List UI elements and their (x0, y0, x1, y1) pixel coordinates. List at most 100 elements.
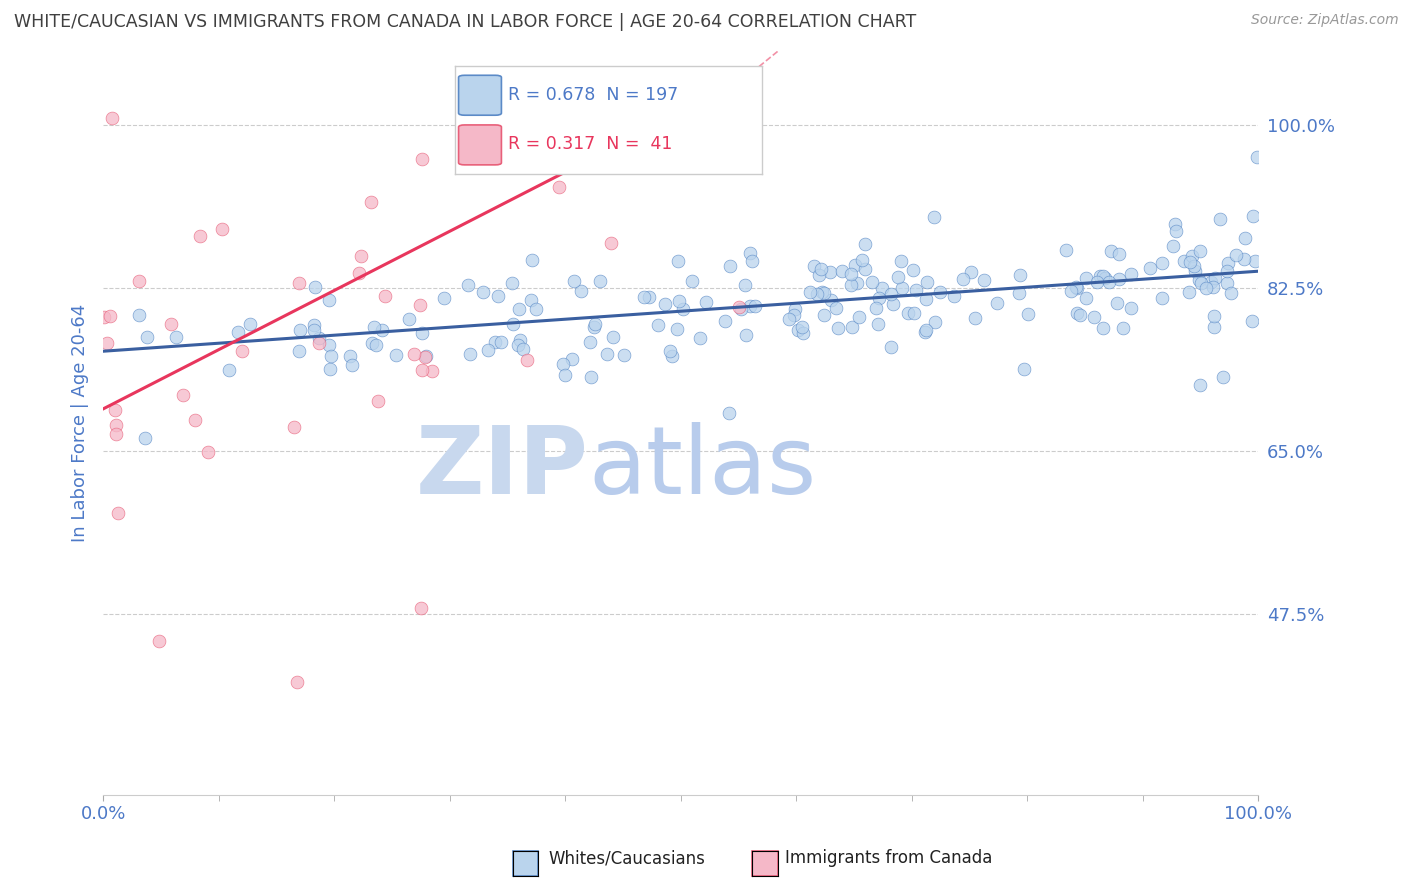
Point (385, 347, 408, 361)
Point (602, 330, 624, 344)
Point (1008, 286, 1031, 301)
Point (413, 350, 436, 364)
Point (882, 297, 904, 311)
Point (516, 353, 538, 368)
Point (824, 301, 846, 316)
Point (402, 347, 425, 361)
Point (512, 343, 534, 357)
Point (433, 291, 456, 305)
Point (860, 276, 883, 290)
Point (792, 326, 814, 341)
Point (1098, 275, 1121, 289)
Y-axis label: In Labor Force | Age 20-64: In Labor Force | Age 20-64 (72, 304, 89, 542)
Point (561, 352, 583, 367)
Point (1204, 271, 1226, 285)
Point (551, 357, 574, 371)
Point (727, 102, 749, 116)
Point (1094, 271, 1116, 285)
Point (1056, 243, 1078, 257)
Point (905, 284, 928, 298)
Point (524, 301, 547, 316)
Point (868, 291, 890, 305)
Point (1173, 254, 1195, 268)
Point (1064, 280, 1087, 294)
Point (1014, 362, 1036, 376)
Point (128, 274, 150, 288)
Point (318, 338, 340, 352)
Point (579, 335, 602, 350)
Point (813, 285, 835, 300)
Point (581, 370, 603, 384)
Point (679, 90, 702, 104)
Point (501, 277, 523, 291)
Point (973, 273, 995, 287)
Point (486, 289, 509, 303)
Point (714, 314, 737, 328)
Point (1090, 269, 1112, 284)
Text: ZIP: ZIP (416, 422, 588, 514)
Point (903, 263, 925, 277)
Point (813, 308, 835, 322)
Point (1244, 253, 1267, 268)
Point (319, 349, 342, 363)
Point (231, 344, 253, 359)
Point (1202, 320, 1225, 334)
Point (844, 258, 866, 272)
Point (1112, 320, 1135, 334)
Point (93, 310, 115, 324)
Point (1246, 149, 1268, 163)
Point (1216, 276, 1239, 290)
Point (803, 259, 825, 273)
Point (870, 281, 893, 295)
Point (363, 320, 385, 334)
Text: WHITE/CAUCASIAN VS IMMIGRANTS FROM CANADA IN LABOR FORCE | AGE 20-64 CORRELATION: WHITE/CAUCASIAN VS IMMIGRANTS FROM CANAD… (14, 13, 917, 31)
Point (361, 335, 384, 350)
Point (915, 292, 938, 306)
Point (727, 130, 749, 145)
Point (689, 331, 711, 345)
Point (472, 285, 495, 299)
Point (986, 296, 1008, 310)
Point (302, 323, 325, 337)
Point (1188, 244, 1211, 259)
Point (866, 318, 889, 332)
Point (188, 228, 211, 243)
Point (1108, 247, 1130, 261)
Point (1119, 301, 1142, 315)
Point (148, 634, 170, 648)
Point (1099, 244, 1122, 258)
Point (422, 364, 444, 378)
Point (666, 322, 689, 336)
Point (839, 278, 862, 293)
Point (633, 290, 655, 304)
Point (458, 347, 481, 361)
Point (104, 403, 127, 417)
Point (738, 299, 761, 313)
Point (134, 432, 156, 446)
Point (477, 343, 499, 357)
Point (547, 179, 569, 194)
Point (637, 290, 659, 304)
Point (1139, 261, 1161, 276)
Point (1218, 255, 1240, 269)
Point (1188, 273, 1211, 287)
Point (105, 418, 128, 433)
Point (360, 194, 382, 209)
Point (1195, 281, 1218, 295)
Point (457, 278, 479, 293)
Point (226, 325, 249, 339)
Point (1233, 231, 1256, 245)
Point (411, 362, 433, 376)
Point (887, 270, 910, 285)
Point (1060, 284, 1083, 298)
Point (818, 265, 841, 279)
Point (668, 294, 690, 309)
Point (1184, 264, 1206, 278)
Point (727, 300, 749, 314)
Point (484, 334, 506, 349)
Point (848, 310, 870, 325)
Point (318, 362, 340, 376)
Point (1119, 267, 1142, 281)
Point (1241, 209, 1264, 223)
Point (409, 298, 432, 312)
